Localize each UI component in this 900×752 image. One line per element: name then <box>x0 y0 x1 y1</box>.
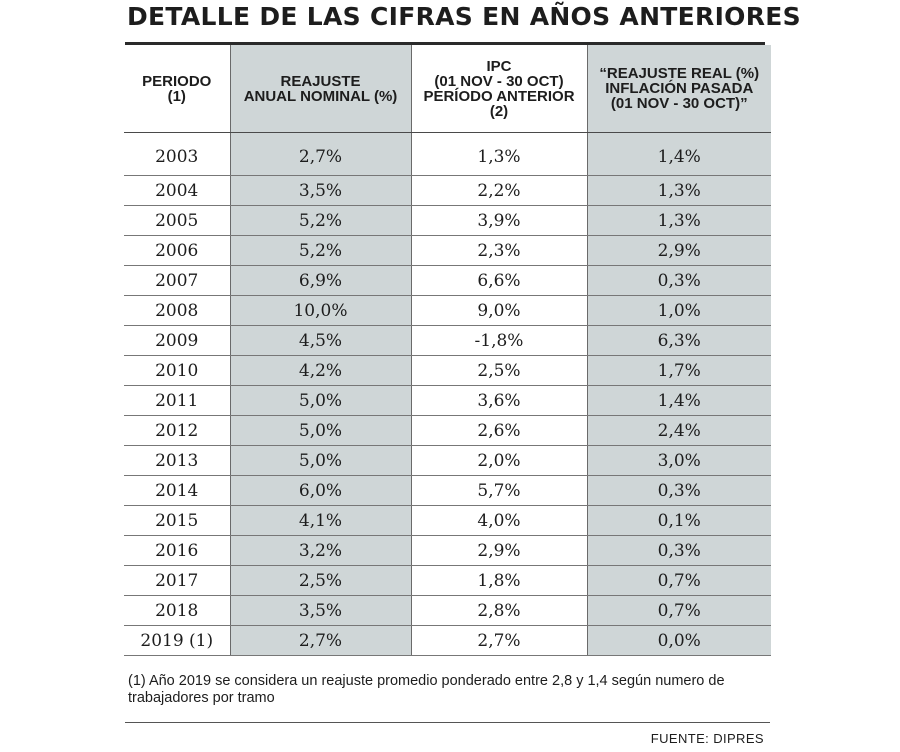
table-row: 2004 3,5% 2,2% 1,3% <box>124 175 771 206</box>
cell-periodo: 2018 <box>124 595 230 626</box>
table-row: 2016 3,2% 2,9% 0,3% <box>124 535 771 566</box>
cell-reajuste-nominal: 2,7% <box>229 625 411 656</box>
cell-periodo: 2007 <box>124 265 230 296</box>
cell-periodo: 2003 <box>124 132 230 176</box>
table-row: 2005 5,2% 3,9% 1,3% <box>124 205 771 236</box>
cell-ipc: 2,7% <box>410 625 587 656</box>
cell-reajuste-real: 0,3% <box>586 535 771 566</box>
cell-ipc: 2,6% <box>410 415 587 446</box>
cell-reajuste-real: 0,3% <box>586 265 771 296</box>
cell-periodo: 2017 <box>124 565 230 596</box>
cell-ipc: 2,5% <box>410 355 587 386</box>
header-reajuste-real: “REAJUSTE REAL (%) INFLACIÓN PASADA (01 … <box>586 45 771 133</box>
table-row: 2003 2,7% 1,3% 1,4% <box>124 132 771 176</box>
cell-ipc: 2,2% <box>410 175 587 206</box>
cell-reajuste-nominal: 5,2% <box>229 205 411 236</box>
cell-reajuste-real: 1,7% <box>586 355 771 386</box>
cell-reajuste-real: 3,0% <box>586 445 771 476</box>
cell-reajuste-nominal: 5,0% <box>229 415 411 446</box>
cell-ipc: 6,6% <box>410 265 587 296</box>
cell-reajuste-real: 1,4% <box>586 385 771 416</box>
data-table: PERIODO (1) REAJUSTE ANUAL NOMINAL (%) I… <box>124 45 771 656</box>
cell-ipc: 1,3% <box>410 132 587 176</box>
cell-periodo: 2010 <box>124 355 230 386</box>
cell-reajuste-real: 2,4% <box>586 415 771 446</box>
cell-ipc: 2,9% <box>410 535 587 566</box>
cell-reajuste-real: 0,3% <box>586 475 771 506</box>
cell-periodo: 2011 <box>124 385 230 416</box>
table-row: 2009 4,5% -1,8% 6,3% <box>124 325 771 356</box>
cell-ipc: 3,6% <box>410 385 587 416</box>
cell-ipc: 3,9% <box>410 205 587 236</box>
cell-reajuste-nominal: 3,2% <box>229 535 411 566</box>
table-row: 2014 6,0% 5,7% 0,3% <box>124 475 771 506</box>
cell-reajuste-real: 0,1% <box>586 505 771 536</box>
table-row: 2010 4,2% 2,5% 1,7% <box>124 355 771 386</box>
table-row: 2019 (1) 2,7% 2,7% 0,0% <box>124 625 771 656</box>
cell-ipc: -1,8% <box>410 325 587 356</box>
cell-reajuste-nominal: 3,5% <box>229 175 411 206</box>
cell-reajuste-nominal: 5,0% <box>229 385 411 416</box>
cell-reajuste-real: 1,3% <box>586 205 771 236</box>
cell-periodo: 2006 <box>124 235 230 266</box>
cell-reajuste-nominal: 4,2% <box>229 355 411 386</box>
cell-reajuste-real: 2,9% <box>586 235 771 266</box>
cell-reajuste-nominal: 5,0% <box>229 445 411 476</box>
table-row: 2008 10,0% 9,0% 1,0% <box>124 295 771 326</box>
table-row: 2006 5,2% 2,3% 2,9% <box>124 235 771 266</box>
cell-periodo: 2008 <box>124 295 230 326</box>
cell-periodo: 2019 (1) <box>124 625 230 656</box>
cell-reajuste-real: 1,3% <box>586 175 771 206</box>
footnote: (1) Año 2019 se considera un reajuste pr… <box>128 673 725 706</box>
table-row: 2018 3,5% 2,8% 0,7% <box>124 595 771 626</box>
cell-periodo: 2015 <box>124 505 230 536</box>
cell-ipc: 2,3% <box>410 235 587 266</box>
cell-reajuste-nominal: 10,0% <box>229 295 411 326</box>
cell-reajuste-nominal: 2,7% <box>229 132 411 176</box>
table-body: 2003 2,7% 1,3% 1,4% 2004 3,5% 2,2% 1,3% 2005 5,2%… <box>124 132 771 656</box>
cell-ipc: 1,8% <box>410 565 587 596</box>
cell-ipc: 2,8% <box>410 595 587 626</box>
cell-reajuste-real: 0,7% <box>586 595 771 626</box>
table-row: 2007 6,9% 6,6% 0,3% <box>124 265 771 296</box>
cell-ipc: 2,0% <box>410 445 587 476</box>
cell-reajuste-nominal: 6,0% <box>229 475 411 506</box>
table-row: 2017 2,5% 1,8% 0,7% <box>124 565 771 596</box>
header-periodo: PERIODO (1) <box>124 45 230 133</box>
table-row: 2011 5,0% 3,6% 1,4% <box>124 385 771 416</box>
cell-reajuste-nominal: 6,9% <box>229 265 411 296</box>
cell-reajuste-real: 1,4% <box>586 132 771 176</box>
cell-reajuste-nominal: 3,5% <box>229 595 411 626</box>
cell-periodo: 2012 <box>124 415 230 446</box>
table-row: 2015 4,1% 4,0% 0,1% <box>124 505 771 536</box>
cell-reajuste-nominal: 4,1% <box>229 505 411 536</box>
header-ipc: IPC (01 NOV - 30 OCT) PERÍODO ANTERIOR (… <box>410 45 587 133</box>
cell-reajuste-nominal: 4,5% <box>229 325 411 356</box>
cell-periodo: 2016 <box>124 535 230 566</box>
cell-ipc: 9,0% <box>410 295 587 326</box>
table-row: 2012 5,0% 2,6% 2,4% <box>124 415 771 446</box>
table-header-row: PERIODO (1) REAJUSTE ANUAL NOMINAL (%) I… <box>124 45 771 133</box>
cell-reajuste-real: 0,0% <box>586 625 771 656</box>
cell-periodo: 2009 <box>124 325 230 356</box>
chart-title: DETALLE DE LAS CIFRAS EN AÑOS ANTERIORES <box>127 2 801 31</box>
cell-reajuste-nominal: 2,5% <box>229 565 411 596</box>
table-row: 2013 5,0% 2,0% 3,0% <box>124 445 771 476</box>
title-rule <box>125 42 765 45</box>
cell-reajuste-real: 6,3% <box>586 325 771 356</box>
cell-periodo: 2013 <box>124 445 230 476</box>
header-reajuste-nominal: REAJUSTE ANUAL NOMINAL (%) <box>229 45 411 133</box>
cell-periodo: 2014 <box>124 475 230 506</box>
footer-rule <box>125 722 770 723</box>
cell-ipc: 5,7% <box>410 475 587 506</box>
cell-reajuste-real: 0,7% <box>586 565 771 596</box>
cell-periodo: 2005 <box>124 205 230 236</box>
cell-ipc: 4,0% <box>410 505 587 536</box>
cell-reajuste-real: 1,0% <box>586 295 771 326</box>
cell-periodo: 2004 <box>124 175 230 206</box>
cell-reajuste-nominal: 5,2% <box>229 235 411 266</box>
source-label: FUENTE: DIPRES <box>650 731 764 746</box>
